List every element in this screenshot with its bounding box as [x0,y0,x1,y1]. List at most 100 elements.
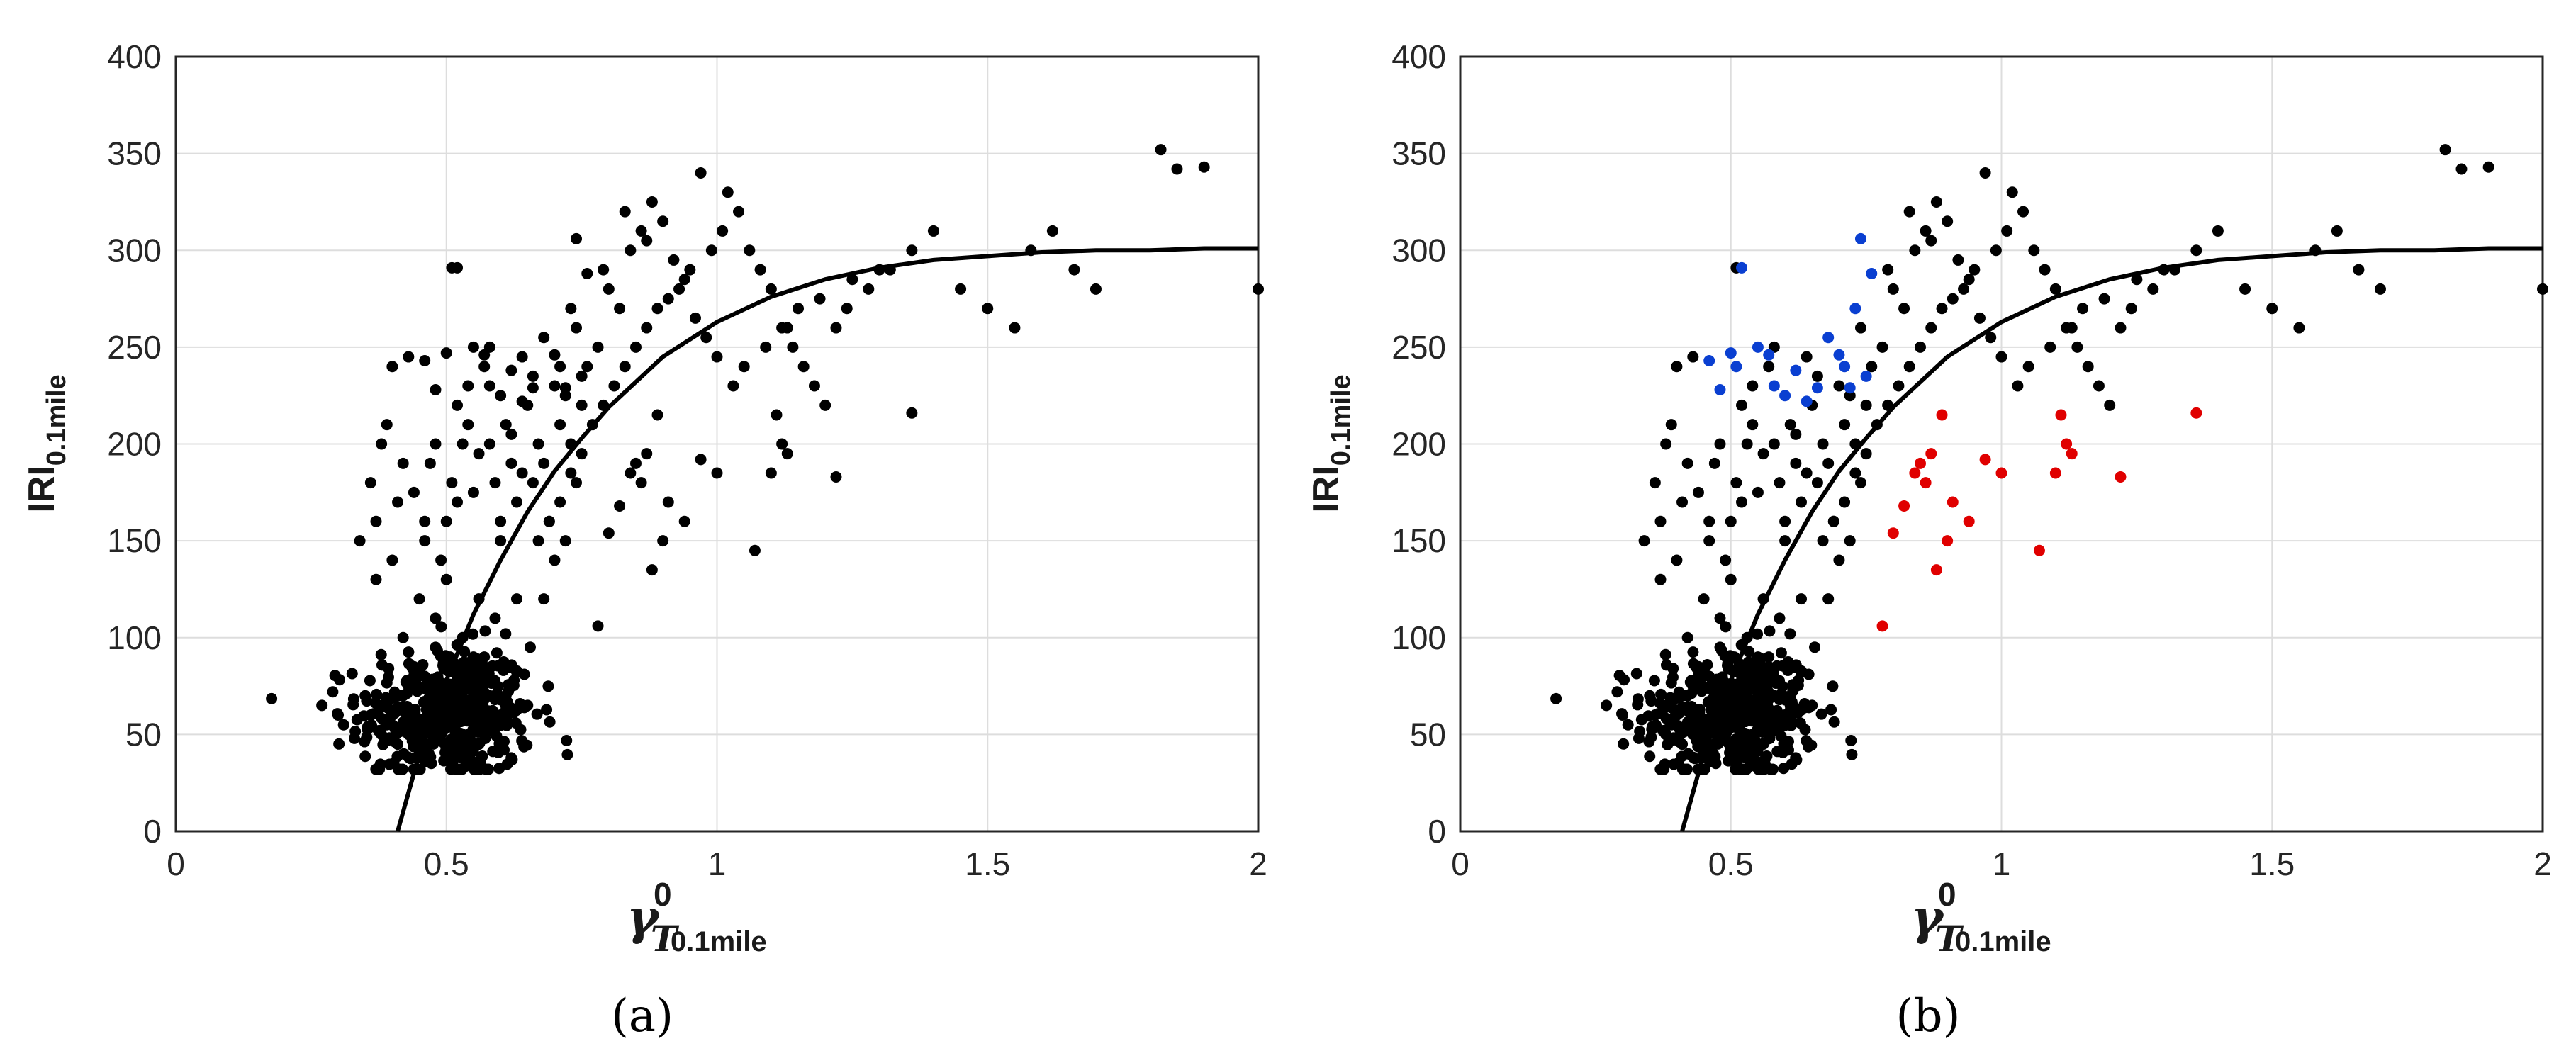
data-point [1714,641,1726,653]
data-point [2190,244,2202,257]
data-point [1618,738,1630,750]
data-point [397,457,409,469]
data-point [1822,593,1835,605]
data-point [346,668,358,680]
scatter-panel-b: 0 0.5 1 1.5 2 0 50 100 150 200 250 300 350 400 IRI0.1… [1306,38,2552,1042]
data-point [1676,763,1689,775]
data-point [495,709,507,721]
data-point [2012,380,2024,392]
data-point [423,750,435,763]
highlight-point-below [1930,564,1942,576]
data-point [1714,612,1726,624]
highlight-point-below [2049,467,2061,479]
x-tick-label: 0 [167,845,185,882]
data-point [695,454,707,466]
data-point [397,701,409,713]
data-point [598,264,610,276]
data-point [437,660,449,672]
data-point [457,709,469,721]
data-point [1774,477,1786,489]
data-point [1752,660,1764,673]
data-point [1774,612,1786,624]
data-point [1752,628,1764,640]
data-point [549,554,561,566]
data-point [376,438,388,450]
svg-text:γ: γ [627,889,661,946]
data-point [2439,144,2451,156]
data-point [408,660,420,673]
data-point [1736,399,1748,411]
data-point [1752,651,1764,663]
data-point [487,746,499,758]
highlight-point-below [1914,457,1926,469]
data-point [1779,515,1791,527]
data-point [1635,714,1647,726]
data-point [2482,161,2494,173]
data-point [347,693,359,705]
highlight-point-above [1768,380,1780,392]
data-point [475,752,487,764]
data-point [477,671,489,683]
data-point [549,349,561,361]
data-point [592,341,604,353]
data-point [1673,686,1685,698]
data-point [435,621,447,633]
data-point [511,593,523,605]
data-point [781,448,793,460]
data-point [1817,438,1829,450]
data-point [711,351,723,363]
data-point [1681,701,1693,713]
data-point [1909,244,1921,257]
data-point [491,730,503,742]
data-point [619,361,631,373]
data-point [1671,361,1683,373]
data-point [1648,675,1660,687]
highlight-point-below [2066,448,2078,460]
data-point [1839,419,1851,431]
data-point [1649,477,1661,489]
data-point [1622,719,1634,731]
data-point [467,651,479,663]
data-point [1682,748,1694,760]
highlight-point-above [1833,349,1845,361]
data-point [464,682,476,694]
data-point [1833,380,1845,392]
data-point [1763,660,1775,673]
data-point [1747,380,1759,392]
data-point [906,244,918,257]
data-point [1660,659,1672,671]
data-point [446,699,458,712]
data-point [1720,719,1732,731]
data-point [397,690,409,702]
data-point [808,380,820,392]
data-point [1730,738,1742,750]
data-point [657,215,669,227]
data-point [467,699,479,712]
data-point [1771,746,1783,758]
y-tick-label: 50 [1410,716,1446,753]
data-point [1729,763,1741,775]
data-point [543,515,555,527]
data-point [1822,457,1835,469]
data-point [439,650,452,662]
data-point [1643,736,1655,748]
data-point [1687,680,1699,692]
x-tick-label: 1 [708,845,727,882]
data-point [500,719,513,731]
data-point [531,708,543,720]
svg-text:0.1mile: 0.1mile [671,926,767,957]
data-point [2331,225,2343,237]
data-point [467,341,479,353]
y-tick-label: 200 [107,426,162,463]
data-point [1708,738,1720,750]
x-tick-label: 1.5 [2249,845,2295,882]
data-point [603,527,615,539]
data-point [2131,274,2143,286]
data-point [1736,496,1748,508]
data-point [2028,244,2040,257]
highlight-point-above [1703,355,1715,367]
highlight-point-below [2190,407,2202,419]
data-point [1779,709,1791,721]
highlight-point-above [1866,268,1878,280]
data-point [1930,196,1942,208]
